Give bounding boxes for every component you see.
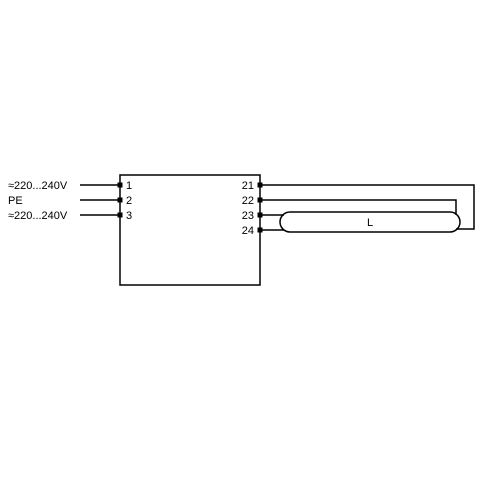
pin-label-left: 2 xyxy=(126,195,132,207)
pin-label-right: 23 xyxy=(242,210,254,222)
terminal-marker xyxy=(118,183,123,188)
left-terminal-label: ≈220...240V xyxy=(8,210,68,222)
ballast-box xyxy=(120,175,260,285)
lamp-label: L xyxy=(367,217,373,229)
terminal-marker xyxy=(118,198,123,203)
pin-label-right: 22 xyxy=(242,195,254,207)
left-terminal-label: ≈220...240V xyxy=(8,180,68,192)
pin-label-right: 21 xyxy=(242,180,254,192)
pin-label-left: 3 xyxy=(126,210,132,222)
pin-label-left: 1 xyxy=(126,180,132,192)
left-terminal-label: PE xyxy=(8,195,23,207)
wiring-diagram: 1 ≈220...240V 2 PE 3 ≈220...240V 21 22 23 24 L xyxy=(0,0,500,500)
pin-label-right: 24 xyxy=(242,225,254,237)
terminal-marker xyxy=(118,213,123,218)
